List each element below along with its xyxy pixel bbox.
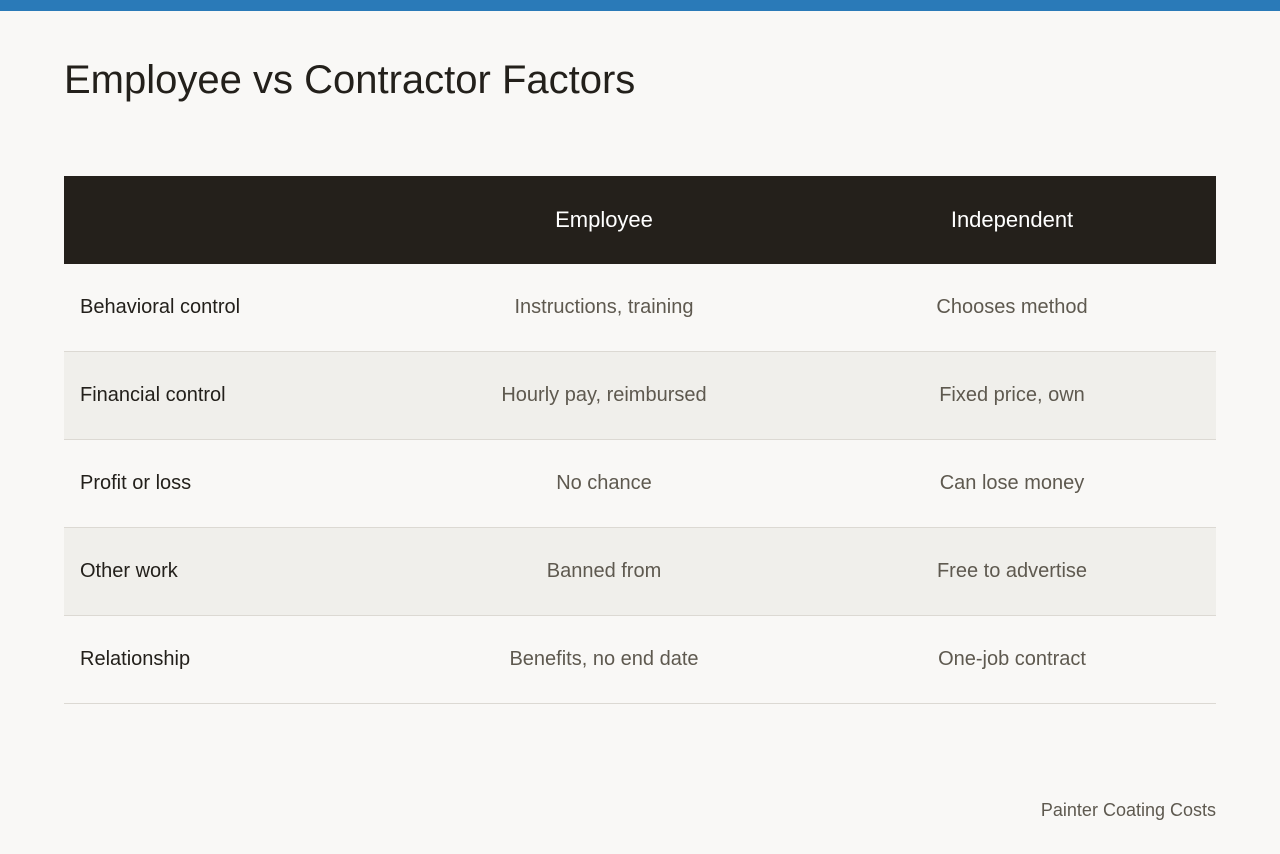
factor-cell: Other work [64, 527, 400, 616]
table-row: Behavioral control Instructions, trainin… [64, 264, 1216, 352]
employee-cell: Hourly pay, reimbursed [400, 351, 808, 440]
employee-cell: Banned from [400, 527, 808, 616]
page-title: Employee vs Contractor Factors [64, 58, 636, 102]
factor-cell: Behavioral control [64, 264, 400, 352]
header-independent: Independent [808, 176, 1216, 264]
footer-source: Painter Coating Costs [1040, 800, 1216, 820]
factor-cell: Financial control [64, 351, 400, 440]
top-accent-bar [0, 0, 1280, 11]
independent-cell: One-job contract [808, 615, 1216, 704]
independent-cell: Can lose money [808, 439, 1216, 528]
table-row: Profit or loss No chance Can lose money [64, 439, 1216, 528]
factor-cell: Profit or loss [64, 439, 400, 528]
independent-cell: Fixed price, own [808, 351, 1216, 440]
independent-cell: Chooses method [808, 264, 1216, 352]
employee-cell: Instructions, training [400, 264, 808, 352]
employee-cell: No chance [400, 439, 808, 528]
comparison-table: Employee Independent Behavioral control … [64, 176, 1216, 704]
factor-cell: Relationship [64, 615, 400, 704]
table-row: Other work Banned from Free to advertise [64, 527, 1216, 616]
table-row: Relationship Benefits, no end date One-j… [64, 615, 1216, 704]
independent-cell: Free to advertise [808, 527, 1216, 616]
header-employee: Employee [400, 176, 808, 264]
employee-cell: Benefits, no end date [400, 615, 808, 704]
header-factor [64, 176, 400, 264]
table-header-row: Employee Independent [64, 176, 1216, 264]
table-row: Financial control Hourly pay, reimbursed… [64, 351, 1216, 440]
